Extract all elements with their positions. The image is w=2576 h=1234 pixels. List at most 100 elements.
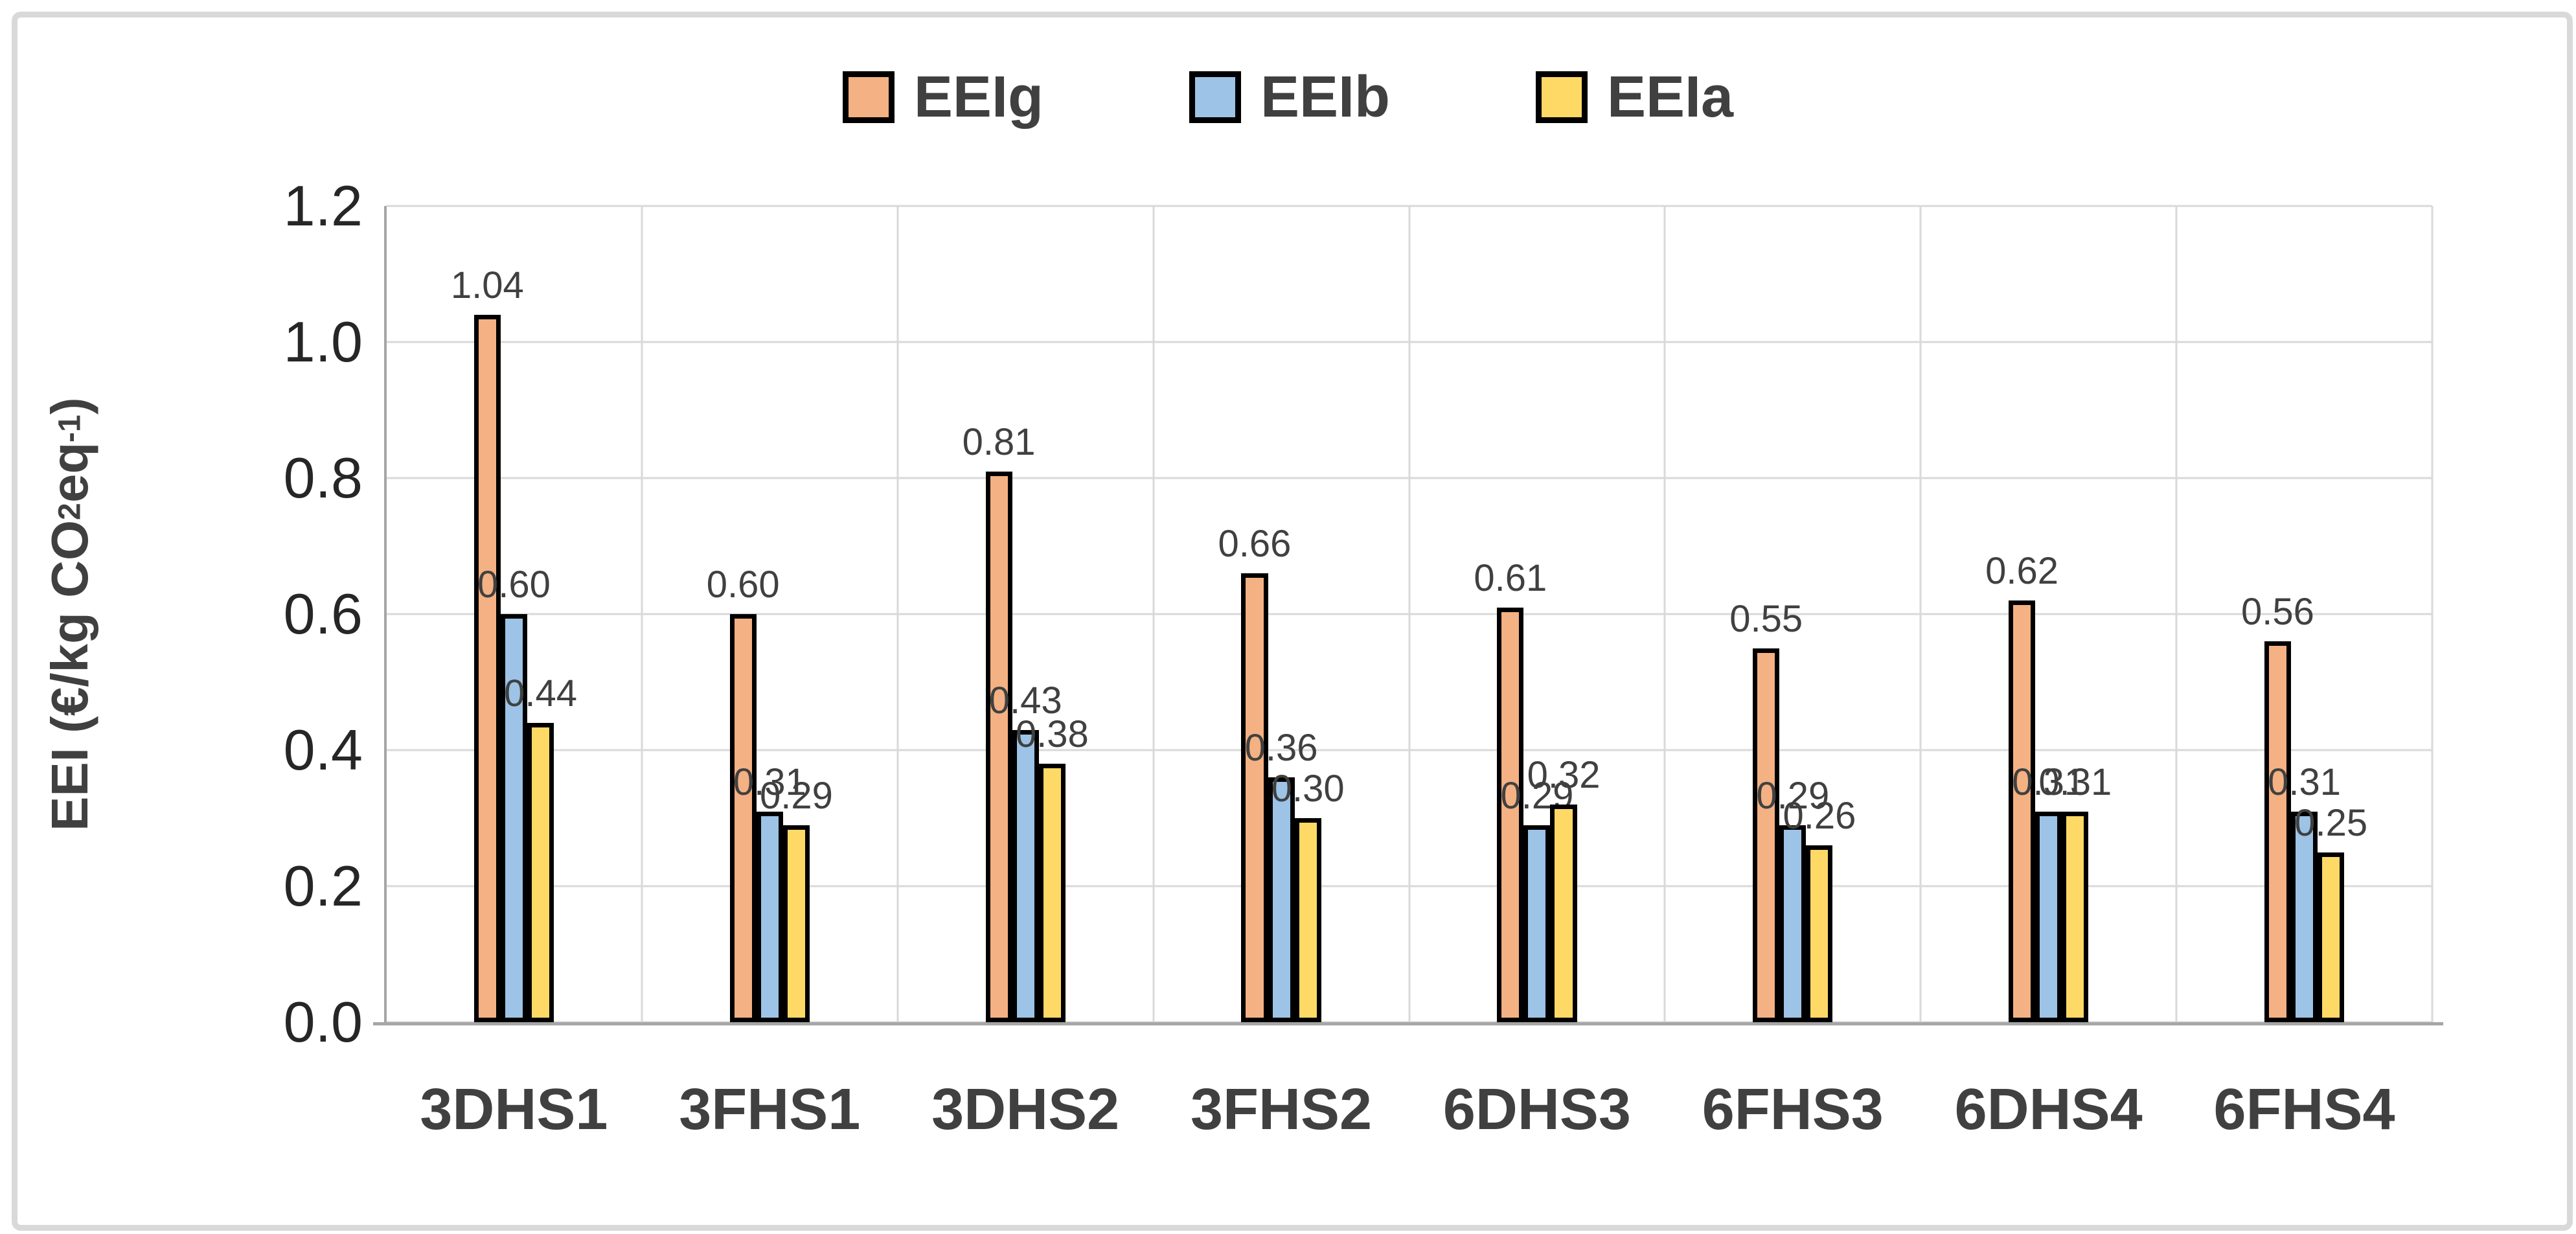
y-tick-label: 1.0 (283, 310, 363, 374)
bar-EEIb-3DHS2[interactable] (1012, 729, 1039, 1022)
y-axis-title-sup: -1 (52, 414, 87, 442)
gridline (1408, 206, 1410, 1022)
legend-label: EEIg (913, 65, 1043, 130)
bar-group-6DHS3: 0.61 0.29 0.32 (1409, 206, 1665, 1022)
bar-value-label: 0.32 (1527, 754, 1601, 797)
bar-EEIb-3FHS1[interactable] (756, 811, 783, 1022)
bar-column: 1.04 (451, 206, 524, 1022)
gridline (1152, 206, 1155, 1022)
x-category-label: 3FHS2 (1191, 1077, 1373, 1142)
y-axis-title: EEI (€/kg CO 2 eq -1) (31, 206, 109, 1022)
bar-column: 0.29 (760, 206, 833, 1022)
x-category-label: 6FHS3 (1702, 1077, 1884, 1142)
y-axis-title-pre: EEI (€/kg CO (41, 520, 98, 831)
bar-group-3DHS2: 0.81 0.43 0.38 (898, 206, 1154, 1022)
legend-swatch-icon (842, 71, 895, 123)
bar-EEIg-6DHS4[interactable] (2009, 600, 2036, 1022)
bar-column: 0.31 (733, 206, 806, 1022)
bar-column: 0.60 (477, 206, 551, 1022)
bar-group-6DHS4: 0.62 0.31 0.31 (1921, 206, 2176, 1022)
bar-column: 0.29 (1756, 206, 1829, 1022)
legend-item-EEIa[interactable]: EEIa (1535, 65, 1734, 130)
y-tick-label: 0.2 (283, 854, 363, 918)
bar-group-3DHS1: 1.04 0.60 0.44 (386, 206, 642, 1022)
x-category-label: 6DHS4 (1954, 1077, 2143, 1142)
bar-EEIg-6FHS4[interactable] (2264, 641, 2292, 1022)
bar-EEIg-6FHS3[interactable] (1753, 648, 1780, 1022)
bar-EEIb-6FHS4[interactable] (2291, 811, 2318, 1022)
y-axis-line (384, 206, 387, 1023)
bar-value-label: 0.56 (2241, 591, 2314, 634)
y-axis-title-mid: eq (41, 442, 98, 503)
x-category-label: 6DHS3 (1442, 1077, 1631, 1142)
bar-value-label: 0.31 (2268, 760, 2342, 803)
bar-EEIb-6DHS3[interactable] (1523, 825, 1551, 1022)
legend: EEIg EEIb EEIa (0, 68, 2576, 126)
bar-value-label: 0.60 (477, 564, 551, 606)
bar-column: 0.36 (1245, 206, 1318, 1022)
bar-value-label: 0.30 (1271, 768, 1345, 810)
bar-EEIb-6FHS3[interactable] (1779, 825, 1807, 1022)
bar-EEIa-3FHS2[interactable] (1294, 818, 1321, 1022)
bar-EEIa-6FHS4[interactable] (2318, 852, 2345, 1022)
bar-group-6FHS3: 0.55 0.29 0.26 (1665, 206, 1921, 1022)
bar-column: 0.56 (2241, 206, 2314, 1022)
bar-EEIa-3DHS1[interactable] (527, 723, 554, 1022)
bar-EEIg-3DHS2[interactable] (985, 471, 1012, 1022)
bar-value-label: 0.61 (1474, 556, 1547, 599)
bar-value-label: 1.04 (450, 264, 524, 307)
y-tick-label: 0.8 (283, 446, 363, 510)
bar-EEIb-3FHS2[interactable] (1268, 777, 1295, 1022)
y-axis-title-sub: 2 (52, 502, 87, 520)
x-axis-line (373, 1022, 2443, 1025)
x-axis-labels: 3DHS1 3FHS1 3DHS2 3FHS2 6DHS3 6FHS3 6DHS4 6FHS4 (386, 1068, 2432, 1152)
legend-swatch-icon (1535, 71, 1588, 123)
bar-EEIg-3FHS2[interactable] (1241, 573, 1268, 1022)
gridline (641, 206, 643, 1022)
bar-column: 0.25 (2294, 206, 2367, 1022)
bar-value-label: 0.62 (1985, 550, 2059, 593)
bar-value-label: 0.29 (759, 774, 833, 817)
bar-EEIg-6DHS3[interactable] (1497, 607, 1524, 1022)
x-category-label: 3DHS2 (931, 1077, 1120, 1142)
legend-label: EEIa (1606, 65, 1734, 130)
bar-column: 0.32 (1527, 206, 1600, 1022)
bar-EEIb-3DHS1[interactable] (500, 614, 527, 1022)
bar-EEIg-3DHS1[interactable] (473, 315, 501, 1022)
bar-column: 0.55 (1729, 206, 1803, 1022)
bar-column: 0.30 (1271, 206, 1345, 1022)
bar-column: 0.81 (963, 206, 1036, 1022)
bar-value-label: 0.43 (988, 679, 1062, 722)
gridline (1919, 206, 1922, 1022)
legend-item-EEIg[interactable]: EEIg (842, 65, 1043, 130)
bar-group-3FHS1: 0.60 0.31 0.29 (642, 206, 898, 1022)
bar-value-label: 0.60 (706, 564, 780, 606)
bar-value-label: 0.55 (1729, 597, 1803, 640)
chart-frame (12, 12, 2573, 1231)
bar-value-label: 0.29 (1756, 774, 1830, 817)
y-tick-label: 0.0 (283, 990, 363, 1054)
gridline (1663, 206, 1666, 1022)
bar-EEIa-3DHS2[interactable] (1038, 764, 1066, 1022)
bar-EEIa-6DHS3[interactable] (1550, 805, 1577, 1022)
bar-EEIa-6FHS3[interactable] (1806, 845, 1833, 1022)
bar-column: 0.61 (1474, 206, 1547, 1022)
y-tick-label: 1.2 (283, 174, 363, 238)
bar-group-3FHS2: 0.66 0.36 0.30 (1154, 206, 1409, 1022)
bar-value-label: 0.25 (2294, 801, 2368, 844)
bar-EEIb-6DHS4[interactable] (2035, 811, 2062, 1022)
bar-value-label: 0.31 (2012, 760, 2086, 803)
gridline (2431, 206, 2434, 1022)
bar-EEIg-3FHS1[interactable] (729, 614, 757, 1022)
x-category-label: 6FHS4 (2213, 1077, 2395, 1142)
bar-EEIa-3FHS1[interactable] (782, 825, 810, 1022)
bar-value-label: 0.36 (1244, 727, 1318, 770)
bar-column: 0.29 (1501, 206, 1573, 1022)
bar-EEIa-6DHS4[interactable] (2062, 811, 2089, 1022)
legend-item-EEIb[interactable]: EEIb (1189, 68, 1390, 126)
bar-column: 0.44 (504, 206, 577, 1022)
bar-value-label: 0.31 (2038, 760, 2112, 803)
plot-area: 1.04 0.60 0.44 0.60 0.31 0.29 0.81 0.43 0.38 0.66… (386, 205, 2434, 1023)
bar-column: 0.31 (2268, 206, 2341, 1022)
bar-value-label: 0.66 (1218, 523, 1292, 566)
